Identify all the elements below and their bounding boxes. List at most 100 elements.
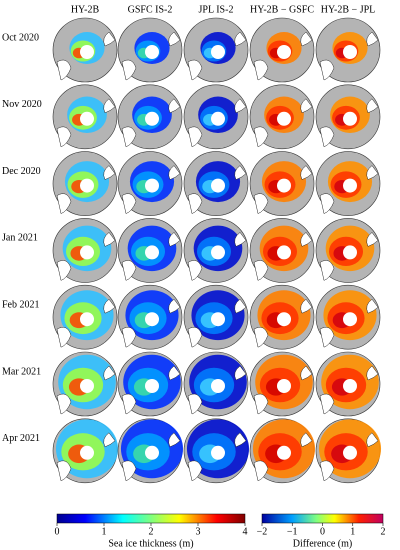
pole-hole: [277, 312, 291, 327]
pole-hole: [211, 178, 225, 193]
polar-map: [183, 284, 249, 350]
polar-map: [315, 418, 382, 484]
polar-map: [117, 84, 183, 150]
pole-hole: [145, 111, 159, 126]
land: [56, 432, 116, 482]
pole-hole: [277, 45, 291, 59]
column-header: HY-2B − GSFC: [250, 4, 314, 15]
polar-map: [117, 218, 183, 283]
land: [253, 165, 313, 214]
land: [253, 298, 313, 348]
polar-map: [117, 351, 183, 417]
pole-hole: [211, 379, 225, 393]
polar-map: [249, 418, 316, 484]
pole-hole: [80, 111, 94, 126]
pole-hole: [80, 178, 94, 193]
row-label: Oct 2020: [2, 32, 39, 43]
polar-map: [249, 284, 315, 350]
colorbar-tick-label: 0: [320, 526, 325, 537]
land: [319, 98, 379, 148]
polar-map: [315, 17, 381, 83]
pole-hole: [80, 312, 94, 327]
colorbar-tick-label: −1: [287, 526, 298, 537]
row-label: Nov 2020: [2, 99, 42, 110]
pole-hole: [145, 178, 159, 193]
pole-hole: [211, 312, 225, 327]
colorbar: [56, 513, 246, 524]
land: [319, 432, 379, 482]
polar-map: [249, 351, 315, 417]
colorbar-tick-label: −2: [257, 526, 268, 537]
polar-map: [52, 151, 118, 216]
polar-map: [315, 284, 381, 350]
polar-map: [183, 218, 249, 283]
land: [253, 31, 313, 81]
land: [253, 232, 313, 281]
land: [187, 298, 247, 348]
polar-map: [315, 218, 381, 283]
polar-map: [249, 17, 315, 83]
colorbar: [261, 513, 384, 524]
row-label: Apr 2021: [2, 433, 40, 444]
land: [121, 232, 181, 281]
pole-hole: [343, 445, 357, 460]
pole-hole: [343, 178, 357, 193]
land: [253, 432, 313, 482]
pole-hole: [145, 45, 159, 59]
land: [319, 298, 379, 348]
land: [253, 365, 313, 415]
polar-map: [52, 284, 118, 350]
land: [187, 165, 247, 214]
column-header: JPL IS-2: [199, 4, 234, 15]
land: [187, 432, 247, 482]
colorbar-tick-label: 0: [55, 526, 60, 537]
pole-hole: [80, 245, 94, 260]
column-header: HY-2B − JPL: [321, 4, 376, 15]
pole-hole: [277, 245, 291, 260]
colorbar-tick-label: 1: [102, 526, 107, 537]
pole-hole: [145, 245, 159, 260]
pole-hole: [277, 111, 291, 126]
land: [319, 365, 379, 415]
polar-map: [52, 17, 118, 83]
land: [121, 365, 181, 415]
land: [187, 232, 247, 281]
colorbar-tick-label: 3: [196, 526, 201, 537]
colorbar-tick-label: 4: [243, 526, 248, 537]
polar-map: [183, 351, 249, 417]
colorbar-tick-label: 1: [350, 526, 355, 537]
polar-map: [315, 351, 381, 417]
land: [56, 365, 116, 415]
pole-hole: [145, 379, 159, 393]
pole-hole: [343, 245, 357, 260]
pole-hole: [80, 379, 94, 393]
land: [319, 31, 379, 81]
row-label: Mar 2021: [2, 366, 41, 377]
pole-hole: [211, 445, 225, 460]
pole-hole: [343, 312, 357, 327]
polar-map: [183, 418, 250, 484]
polar-map: [249, 218, 315, 283]
land: [121, 98, 181, 148]
land: [121, 298, 181, 348]
polar-map: [117, 284, 183, 350]
row-label: Jan 2021: [2, 233, 38, 244]
polar-map: [117, 151, 183, 216]
pole-hole: [277, 445, 291, 460]
land: [56, 31, 116, 81]
row-label: Dec 2020: [2, 166, 41, 177]
column-header: HY-2B: [71, 4, 100, 15]
pole-hole: [145, 445, 159, 460]
land: [319, 165, 379, 214]
polar-map: [249, 84, 315, 150]
land: [187, 31, 247, 81]
pole-hole: [343, 111, 357, 126]
pole-hole: [211, 45, 225, 59]
pole-hole: [277, 178, 291, 193]
polar-map: [52, 218, 118, 283]
column-header: GSFC IS-2: [128, 4, 173, 15]
pole-hole: [80, 445, 94, 460]
pole-hole: [80, 45, 94, 59]
colorbar-tick-label: 2: [381, 526, 386, 537]
